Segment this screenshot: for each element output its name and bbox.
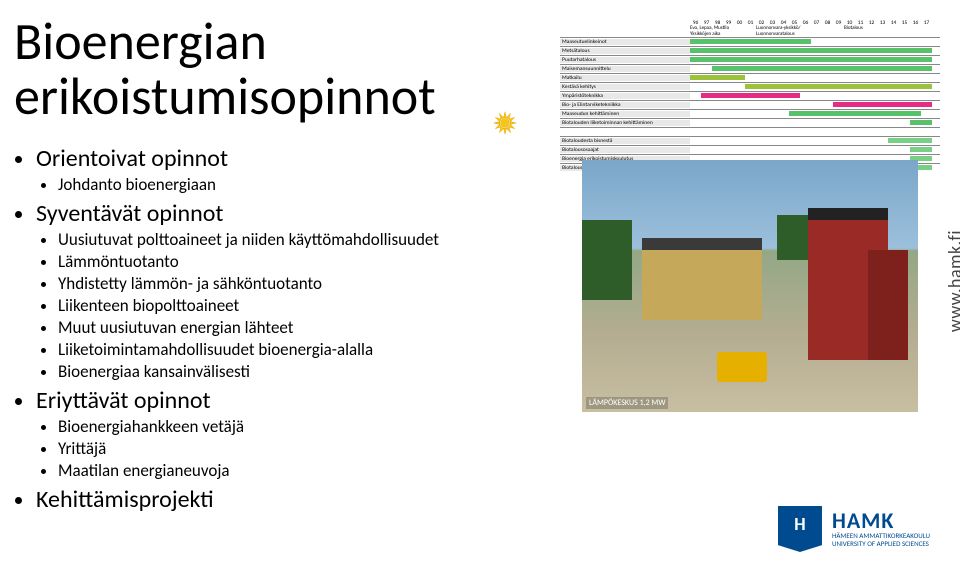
list-item: Muut uusiutuvan energian lähteet bbox=[58, 317, 534, 338]
gantt-bar bbox=[789, 111, 921, 116]
list-item: Lämmöntuotanto bbox=[58, 251, 534, 272]
gantt-row: Maaseutuelinkeinot bbox=[560, 37, 940, 46]
gantt-header-text: Yksikköjen aika bbox=[690, 32, 756, 38]
gantt-bar bbox=[910, 120, 932, 125]
building-yellow bbox=[642, 250, 762, 320]
gantt-row: Biotalouden liiketoiminnan kehittäminen bbox=[560, 118, 940, 127]
list-item: Bioenergiahankkeen vetäjä bbox=[58, 416, 534, 437]
facility-photo: LÄMPÖKESKUS 1,2 MW bbox=[582, 160, 918, 412]
gantt-row: Matkailu bbox=[560, 73, 940, 82]
gantt-row-label: Matkailu bbox=[560, 75, 690, 81]
photo-caption: LÄMPÖKESKUS 1,2 MW bbox=[586, 397, 668, 409]
gantt-bar bbox=[833, 102, 932, 107]
gantt-bar bbox=[745, 84, 932, 89]
list-item: Eriyttävät opinnotBioenergiahankkeen vet… bbox=[36, 386, 534, 481]
gantt-row-label: Biotalousosaajat bbox=[560, 147, 690, 153]
slide: Bioenergian erikoistumisopinnot Orientoi… bbox=[0, 0, 960, 574]
gantt-header-text bbox=[844, 32, 910, 38]
page-title: Bioenergian erikoistumisopinnot bbox=[14, 14, 436, 123]
trees bbox=[582, 220, 632, 300]
gantt-row bbox=[560, 127, 940, 136]
excavator bbox=[717, 352, 767, 382]
gantt-row-label: Biotalouden liiketoiminnan kehittäminen bbox=[560, 120, 690, 126]
gantt-year: 17 bbox=[921, 20, 932, 26]
hamk-logo: H HAMK HÄMEEN AMMATTIKORKEAKOULU UNIVERS… bbox=[778, 506, 930, 552]
list-item: Liiketoimintamahdollisuudet bioenergia-a… bbox=[58, 339, 534, 360]
gantt-row-label: Maisemansuunnittelu bbox=[560, 66, 690, 72]
list-item: Yhdistetty lämmön- ja sähköntuotanto bbox=[58, 273, 534, 294]
list-item: Kehittämisprojekti bbox=[36, 485, 534, 514]
logo-name: HAMK bbox=[832, 510, 930, 532]
list-item: Uusiutuvat polttoaineet ja niiden käyttö… bbox=[58, 229, 534, 250]
gantt-bar bbox=[910, 147, 932, 152]
gantt-row: Biotaloudesta bisnestä bbox=[560, 136, 940, 145]
gantt-bar bbox=[701, 93, 800, 98]
gantt-bar bbox=[690, 39, 811, 44]
gantt-row: Maaseudun kehittäminen bbox=[560, 109, 940, 118]
gantt-bar bbox=[690, 75, 745, 80]
list-item: Johdanto bioenergiaan bbox=[58, 174, 534, 195]
gantt-row: Metsätalous bbox=[560, 46, 940, 55]
gantt-row-label: Puutarhatalous bbox=[560, 57, 690, 63]
gantt-bar bbox=[888, 138, 932, 143]
logo-sub2: UNIVERSITY OF APPLIED SCIENCES bbox=[832, 540, 930, 548]
gantt-row: Biotalousosaajat bbox=[560, 145, 940, 154]
list-item: Yrittäjä bbox=[58, 438, 534, 459]
building-red bbox=[868, 250, 908, 360]
list-item: Liikenteen biopolttoaineet bbox=[58, 295, 534, 316]
logo-text: HAMK HÄMEEN AMMATTIKORKEAKOULU UNIVERSIT… bbox=[832, 510, 930, 547]
list-item: Bioenergiaa kansainvälisesti bbox=[58, 361, 534, 382]
list-item: Syventävät opinnotUusiutuvat polttoainee… bbox=[36, 199, 534, 382]
gantt-row-label: Maaseutuelinkeinot bbox=[560, 39, 690, 45]
gantt-header-text: Luonnonvaratalous bbox=[756, 32, 844, 38]
list-item: Orientoivat opinnotJohdanto bioenergiaan bbox=[36, 144, 534, 195]
footer-url: www.hamk.fi bbox=[944, 230, 960, 332]
gantt-bar bbox=[712, 66, 932, 71]
gantt-row: Ympäristöteknikka bbox=[560, 91, 940, 100]
gantt-row-label: Maaseudun kehittäminen bbox=[560, 111, 690, 117]
gantt-row: Bio- ja Elintarviketekniikka bbox=[560, 100, 940, 109]
gantt-row: Maisemansuunnittelu bbox=[560, 64, 940, 73]
gantt-chart: 9697989900010203040506070809101112131415… bbox=[560, 20, 940, 172]
gantt-row: Puutarhatalous bbox=[560, 55, 940, 64]
bullet-content: Orientoivat opinnotJohdanto bioenergiaan… bbox=[14, 140, 534, 518]
sun-icon bbox=[490, 108, 520, 138]
title-line2: erikoistumisopinnot bbox=[14, 64, 436, 128]
logo-badge: H bbox=[778, 506, 822, 552]
gantt-year: 16 bbox=[910, 20, 921, 26]
gantt-row-label: Metsätalous bbox=[560, 48, 690, 54]
gantt-bar bbox=[690, 57, 932, 62]
gantt-row-label: Biotaloudesta bisnestä bbox=[560, 138, 690, 144]
logo-badge-letter: H bbox=[794, 513, 805, 535]
gantt-row-label: Kestävä kehitys bbox=[560, 84, 690, 90]
gantt-row-label: Ympäristöteknikka bbox=[560, 93, 690, 99]
gantt-row: Kestävä kehitys bbox=[560, 82, 940, 91]
gantt-bar bbox=[690, 48, 932, 53]
list-item: Maatilan energianeuvoja bbox=[58, 460, 534, 481]
gantt-row-label: Bio- ja Elintarviketekniikka bbox=[560, 102, 690, 108]
